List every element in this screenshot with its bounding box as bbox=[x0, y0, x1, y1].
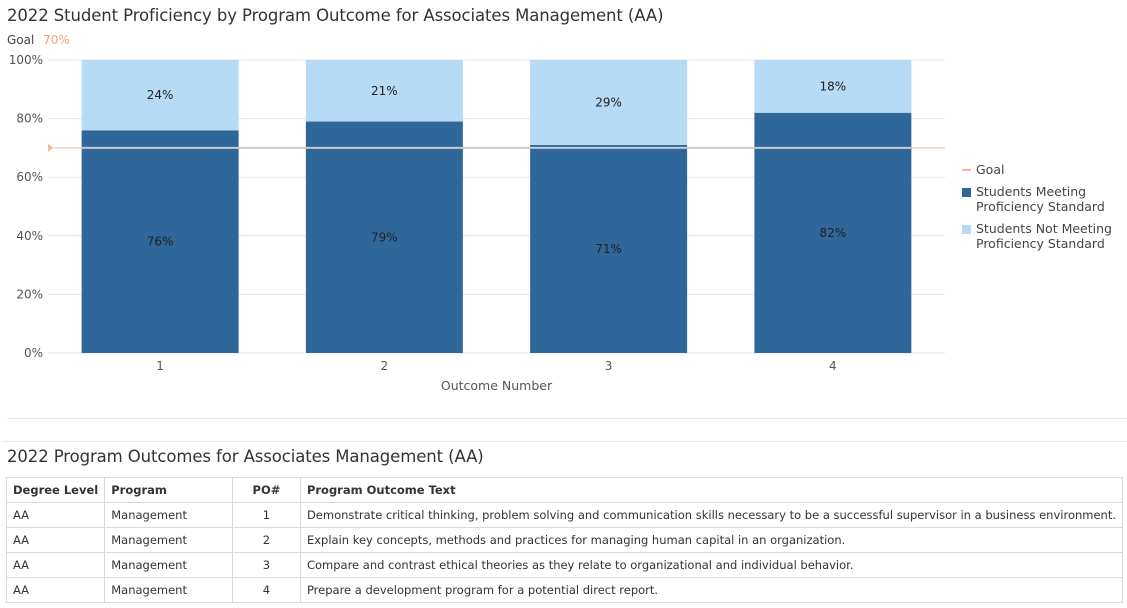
data-label-not-meeting: 18% bbox=[820, 79, 847, 93]
y-tick-label: 80% bbox=[16, 112, 43, 126]
cell-po-number: 1 bbox=[231, 502, 301, 528]
bar-not-meeting bbox=[530, 60, 688, 145]
y-tick-label: 40% bbox=[16, 229, 43, 243]
legend-swatch-goal bbox=[962, 169, 971, 171]
x-tick-label: 3 bbox=[605, 359, 613, 373]
cell-outcome-text: Prepare a development program for a pote… bbox=[299, 577, 1124, 603]
legend-item-goal[interactable]: Goal bbox=[962, 162, 1126, 178]
panel-border bbox=[2, 441, 1127, 442]
cell-degree-level: AA bbox=[5, 552, 106, 578]
table-row: AA Management 3 Compare and contrast eth… bbox=[5, 552, 1124, 578]
cell-po-number: 2 bbox=[231, 527, 301, 553]
table-row: AA Management 1 Demonstrate critical thi… bbox=[5, 502, 1124, 528]
legend-swatch-meeting bbox=[962, 187, 971, 197]
cell-program: Management bbox=[104, 502, 233, 528]
header-program: Program bbox=[104, 477, 233, 503]
data-label-not-meeting: 24% bbox=[147, 88, 174, 102]
y-tick-label: 20% bbox=[16, 287, 43, 301]
cell-outcome-text: Explain key concepts, methods and practi… bbox=[299, 527, 1124, 553]
header-degree-level: Degree Level bbox=[5, 477, 106, 503]
cell-degree-level: AA bbox=[5, 577, 106, 603]
y-tick-label: 0% bbox=[24, 346, 43, 360]
cell-program: Management bbox=[104, 527, 233, 553]
data-label-not-meeting: 29% bbox=[595, 95, 622, 109]
chart-title: 2022 Student Proficiency by Program Outc… bbox=[7, 6, 664, 25]
cell-outcome-text: Compare and contrast ethical theories as… bbox=[299, 552, 1124, 578]
table-row: AA Management 4 Prepare a development pr… bbox=[5, 577, 1124, 603]
legend-swatch-not-meeting bbox=[962, 224, 971, 234]
cell-degree-level: AA bbox=[5, 502, 106, 528]
data-label-meeting: 82% bbox=[820, 226, 847, 240]
header-po-number: PO# bbox=[231, 477, 301, 503]
legend-item-meeting[interactable]: Students Meeting Proficiency Standard bbox=[962, 184, 1126, 215]
bar-meeting bbox=[81, 130, 239, 353]
data-label-meeting: 79% bbox=[371, 230, 398, 244]
header-outcome-text: Program Outcome Text bbox=[299, 477, 1124, 503]
stacked-bar-chart: 0% 20% 40% 60% 80% 100% 76% 24% 1 79% 21% 2 71% 29% 3 8… bbox=[9, 53, 945, 393]
cell-program: Management bbox=[104, 552, 233, 578]
table-header-row: Degree Level Program PO# Program Outcome… bbox=[5, 477, 1124, 503]
cell-outcome-text: Demonstrate critical thinking, problem s… bbox=[299, 502, 1124, 528]
legend-label-not-meeting: Students Not Meeting Proficiency Standar… bbox=[976, 220, 1112, 252]
goal-label: Goal bbox=[7, 33, 35, 47]
legend-item-not-meeting[interactable]: Students Not Meeting Proficiency Standar… bbox=[962, 221, 1126, 252]
bar-not-meeting bbox=[305, 60, 463, 122]
x-tick-label: 1 bbox=[156, 359, 164, 373]
cell-po-number: 4 bbox=[231, 577, 301, 603]
cell-po-number: 3 bbox=[231, 552, 301, 578]
bar-not-meeting bbox=[81, 60, 239, 131]
goal-indicator: Goal 70% bbox=[7, 33, 70, 47]
cell-degree-level: AA bbox=[5, 527, 106, 553]
x-tick-label: 4 bbox=[829, 359, 837, 373]
data-label-meeting: 76% bbox=[147, 235, 174, 249]
bar-meeting bbox=[530, 144, 688, 353]
x-tick-label: 2 bbox=[381, 359, 389, 373]
program-outcomes-table: Degree Level Program PO# Program Outcome… bbox=[5, 477, 1124, 603]
bar-not-meeting bbox=[754, 60, 912, 113]
section-divider bbox=[7, 418, 1127, 419]
bar-meeting bbox=[305, 121, 463, 353]
table-row: AA Management 2 Explain key concepts, me… bbox=[5, 527, 1124, 553]
cell-program: Management bbox=[104, 577, 233, 603]
goal-value: 70% bbox=[43, 33, 70, 47]
data-label-not-meeting: 21% bbox=[371, 84, 398, 98]
chart-legend: Goal Students Meeting Proficiency Standa… bbox=[962, 162, 1126, 258]
y-tick-label: 60% bbox=[16, 170, 43, 184]
bar-meeting bbox=[754, 112, 912, 354]
legend-label-goal: Goal bbox=[976, 162, 1005, 177]
data-label-meeting: 71% bbox=[595, 242, 622, 256]
table-title: 2022 Program Outcomes for Associates Man… bbox=[7, 447, 484, 466]
y-tick-label: 100% bbox=[9, 53, 43, 67]
x-axis-title: Outcome Number bbox=[441, 378, 553, 393]
legend-label-meeting: Students Meeting Proficiency Standard bbox=[976, 183, 1105, 215]
goal-marker bbox=[48, 143, 53, 152]
